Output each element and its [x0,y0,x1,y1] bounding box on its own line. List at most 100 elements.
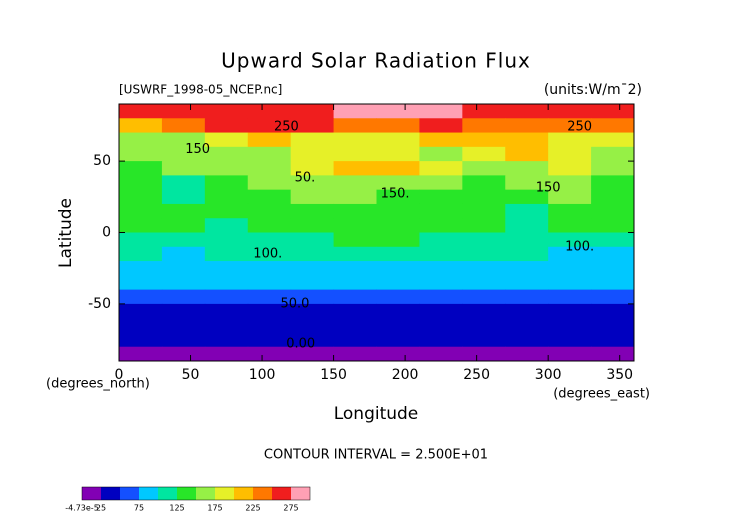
field-cell [161,246,206,262]
colorbar-swatch [120,487,139,500]
field-cell [376,289,420,305]
chart-title: Upward Solar Radiation Flux [221,49,531,73]
field-cell [204,332,249,348]
field-cell [419,161,463,176]
colorbar-swatch [234,487,253,500]
field-cell [119,203,163,219]
field-cell [419,346,463,362]
field-cell [290,118,335,134]
field-cell [247,104,292,119]
field-cell [548,175,592,191]
field-cell [505,303,549,319]
field-cell [419,232,463,248]
field-cell [161,104,206,119]
field-cell [290,275,335,291]
field-cell [161,275,206,291]
field-cell [290,203,335,219]
field-cell [119,146,163,162]
field-cell [333,232,377,248]
x-tick-label: 250 [463,367,490,383]
field-cell [290,303,335,319]
field-cell [161,318,206,333]
field-cell [376,275,420,291]
y-tick-label: 50 [93,153,111,169]
field-cell [376,132,420,148]
contour-label: 100. [253,246,282,261]
field-cell [333,275,377,291]
field-cell [419,189,463,205]
field-cell [376,232,420,248]
field-cell [119,104,163,119]
colorbar-label: 275 [283,504,298,513]
field-cell [204,318,249,333]
field-cell [161,303,206,319]
field-cell [591,332,635,348]
field-cell [247,118,292,134]
field-cell [333,118,377,134]
field-cell [376,189,420,205]
x-tick-label: 150 [320,367,347,383]
field-cell [462,189,506,205]
field-cell [548,218,592,233]
field-cell [548,232,592,248]
field-cell [419,175,463,191]
field-cell [119,132,163,148]
contour-label: 150. [381,186,410,201]
field-cell [333,246,377,262]
field-cell [247,289,292,305]
field-cell [204,189,249,205]
field-cell [290,332,335,348]
field-cell [462,132,506,148]
field-cell [548,189,592,205]
field-cell [505,261,549,276]
x-tick-label: 300 [535,367,562,383]
field-cell [419,203,463,219]
field-cell [505,189,549,205]
x-tick-label: 200 [392,367,419,383]
field-cell [591,218,635,233]
field-cell [548,161,592,176]
field-cell [119,246,163,262]
colorbar-swatch [139,487,158,500]
field-cell [119,275,163,291]
field-cell [119,218,163,233]
field-cell [376,203,420,219]
field-cell [161,289,206,305]
field-cell [419,261,463,276]
contour-label: 0.00 [286,336,315,351]
field-cell [204,232,249,248]
field-cell [333,218,377,233]
field-cell [548,318,592,333]
field-cell [161,132,206,148]
field-cell [161,332,206,348]
x-tick-label: 50 [182,367,200,383]
field-cell [462,146,506,162]
field-cell [161,161,206,176]
colorbar-label: -4.73e-5 [65,504,99,513]
contour-interval-note: CONTOUR INTERVAL = 2.500E+01 [264,448,488,463]
y-axis-label: Latitude [56,198,76,268]
field-cell [462,161,506,176]
field-cell [548,261,592,276]
field-cell [462,318,506,333]
field-cell [591,261,635,276]
field-cell [419,318,463,333]
y-tick-label: -50 [88,296,111,312]
units-label: (units:W/m¯2) [544,82,642,98]
field-cell [462,261,506,276]
x-tick-label: 350 [606,367,633,383]
colorbar-swatch [291,487,310,500]
colorbar-label: 125 [169,504,184,513]
field-cell [376,246,420,262]
colorbar-swatch [177,487,196,500]
x-tick-label: 0 [115,367,124,383]
field-cell [505,275,549,291]
field-cell [462,175,506,191]
field-cell [333,146,377,162]
field [119,104,635,362]
field-cell [548,246,592,262]
field-cell [204,146,249,162]
field-cell [591,232,635,248]
field-cell [548,346,592,362]
field-cell [376,218,420,233]
